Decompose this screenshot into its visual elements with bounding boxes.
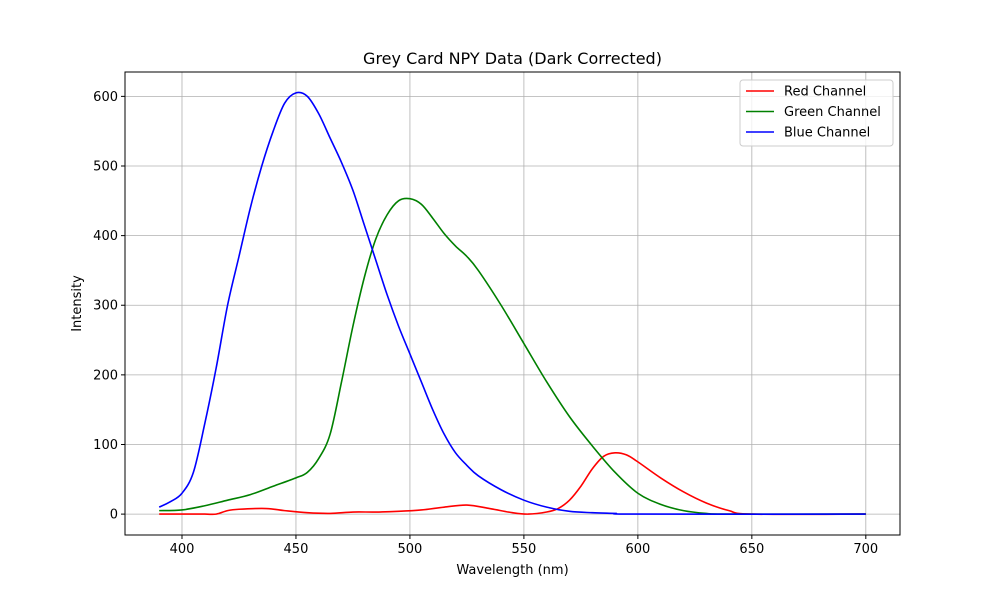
- green-channel-line: [159, 197, 866, 515]
- chart-title: Grey Card NPY Data (Dark Corrected): [363, 49, 662, 68]
- red-channel-legend-label: Red Channel: [784, 85, 866, 100]
- y-tick-label: 200: [93, 368, 118, 383]
- x-tick-label: 550: [511, 542, 536, 557]
- y-tick-label: 500: [93, 159, 118, 174]
- plot-frame: [124, 71, 901, 536]
- x-axis-label: Wavelength (nm): [456, 563, 568, 578]
- x-tick-label: 650: [739, 542, 764, 557]
- axis-ticks: 400 450 500 550 600 650 700 0 100 200 300 400 500 600: [93, 90, 878, 557]
- x-tick-label: 700: [853, 542, 878, 557]
- x-tick-label: 450: [284, 542, 309, 557]
- grid: [125, 72, 900, 535]
- blue-channel-line: [158, 91, 866, 515]
- legend: Red Channel Green Channel Blue Channel: [739, 79, 894, 147]
- y-tick-label: 600: [93, 90, 118, 105]
- y-tick-label: 100: [93, 438, 118, 453]
- series-lines: [158, 91, 866, 516]
- red-channel-line: [159, 452, 866, 516]
- x-tick-label: 500: [398, 542, 423, 557]
- y-tick-label: 0: [110, 508, 118, 523]
- x-tick-label: 400: [170, 542, 195, 557]
- legend-box: [739, 79, 894, 147]
- green-channel-legend-label: Green Channel: [784, 105, 881, 120]
- y-axis-label: Intensity: [70, 275, 85, 332]
- y-tick-label: 300: [93, 299, 118, 314]
- y-tick-label: 400: [93, 229, 118, 244]
- blue-channel-legend-label: Blue Channel: [784, 126, 870, 141]
- x-tick-label: 600: [625, 542, 650, 557]
